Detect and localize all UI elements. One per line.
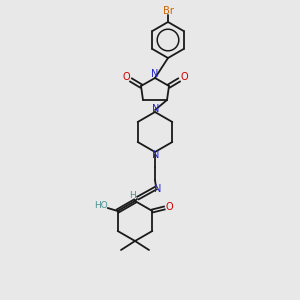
Text: H: H — [130, 190, 136, 200]
Text: N: N — [151, 69, 159, 79]
Text: N: N — [154, 184, 162, 194]
Text: N: N — [152, 104, 160, 114]
Text: O: O — [180, 72, 188, 82]
Text: HO: HO — [94, 202, 108, 211]
Text: N: N — [152, 150, 160, 160]
Text: O: O — [122, 72, 130, 82]
Text: O: O — [166, 202, 173, 212]
Text: Br: Br — [164, 6, 175, 16]
